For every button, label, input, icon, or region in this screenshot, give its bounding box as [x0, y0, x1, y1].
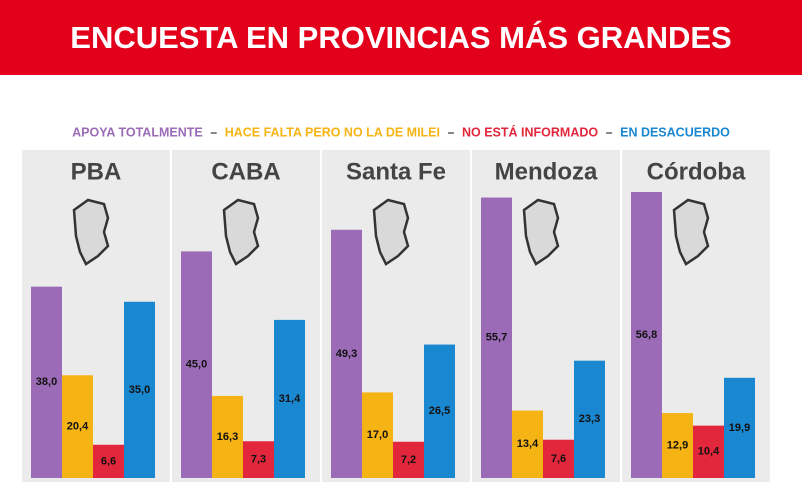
bar — [424, 344, 455, 478]
value-label: 55,7 — [486, 332, 507, 344]
bar — [331, 229, 362, 478]
bar — [543, 439, 574, 478]
province-map — [72, 198, 110, 266]
bar — [512, 410, 543, 478]
value-label: 26,5 — [429, 405, 450, 417]
value-label: 23,3 — [579, 413, 600, 425]
category-label: Mendoza — [495, 158, 598, 185]
value-label: 7,6 — [551, 453, 566, 465]
category-label: CABA — [211, 158, 280, 185]
value-label: 45,0 — [186, 359, 207, 371]
bar — [393, 441, 424, 478]
bar — [693, 425, 724, 478]
value-label: 16,3 — [217, 431, 238, 443]
province-map — [372, 198, 410, 266]
value-label: 7,2 — [401, 454, 416, 466]
value-label: 12,9 — [667, 439, 688, 451]
value-label: 7,3 — [251, 454, 266, 466]
value-label: 17,0 — [367, 429, 388, 441]
title-banner — [0, 0, 802, 75]
value-label: 49,3 — [336, 348, 357, 360]
value-label: 31,4 — [279, 393, 301, 405]
province-map — [522, 198, 560, 266]
bar — [212, 395, 243, 478]
bar — [574, 360, 605, 478]
legend-label: NO ESTÁ INFORMADO — [462, 124, 598, 139]
value-label: 6,6 — [101, 455, 116, 467]
bar — [631, 192, 662, 478]
category-label: Córdoba — [647, 158, 746, 185]
bar — [31, 286, 62, 478]
value-label: 20,4 — [67, 421, 89, 433]
bar — [362, 392, 393, 478]
legend-label: HACE FALTA PERO NO LA DE MILEI — [225, 125, 440, 139]
category-label: Santa Fe — [346, 158, 446, 185]
value-label: 19,9 — [729, 422, 750, 434]
value-label: 10,4 — [698, 446, 720, 458]
bar — [662, 413, 693, 478]
bar — [724, 377, 755, 478]
bar — [124, 301, 155, 478]
bar — [93, 444, 124, 478]
province-map — [222, 198, 260, 266]
category-label: PBA — [71, 158, 122, 185]
legend-label: EN DESACUERDO — [620, 125, 730, 139]
bar — [274, 319, 305, 478]
value-label: 56,8 — [636, 329, 657, 341]
chart-title: ENCUESTA EN PROVINCIAS MÁS GRANDES — [70, 20, 731, 55]
bar — [481, 197, 512, 478]
bar — [243, 441, 274, 478]
bar — [181, 251, 212, 478]
province-map — [672, 198, 710, 266]
bar — [62, 375, 93, 478]
legend-label: APOYA TOTALMENTE — [72, 125, 203, 139]
value-label: 13,4 — [517, 438, 539, 450]
value-label: 38,0 — [36, 376, 57, 388]
value-label: 35,0 — [129, 384, 150, 396]
